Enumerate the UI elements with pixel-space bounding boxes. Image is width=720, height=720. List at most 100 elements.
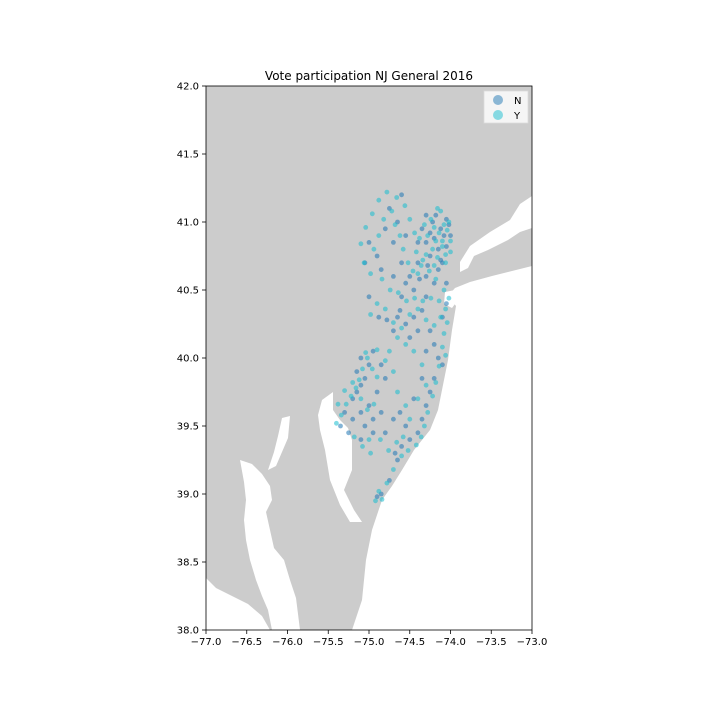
point-y-65	[360, 366, 365, 372]
point-y-8	[425, 233, 431, 239]
point-y-91	[368, 312, 373, 317]
point-y-41	[430, 393, 435, 399]
point-n-62	[382, 376, 388, 381]
point-y-32	[428, 295, 434, 301]
point-n-8	[419, 226, 425, 232]
point-y-5	[443, 252, 448, 257]
point-y-6	[435, 255, 440, 260]
point-n-20	[399, 192, 404, 198]
point-y-34	[443, 306, 448, 312]
point-n-99	[419, 376, 425, 381]
point-y-31	[420, 298, 426, 304]
point-y-85	[351, 434, 357, 440]
point-y-76	[365, 407, 370, 413]
point-n-77	[378, 267, 384, 272]
point-y-109	[394, 195, 400, 200]
point-n-88	[417, 276, 422, 282]
point-n-50	[358, 410, 364, 415]
point-y-2	[436, 230, 442, 236]
point-y-122	[431, 225, 437, 230]
point-n-83	[444, 280, 449, 286]
point-y-86	[368, 450, 373, 456]
point-n-82	[423, 348, 429, 354]
point-n-26	[411, 314, 417, 320]
x-tick-label: −73.0	[517, 637, 548, 648]
point-y-26	[379, 276, 385, 282]
point-n-79	[399, 294, 404, 300]
point-n-80	[407, 335, 413, 340]
point-y-62	[423, 382, 429, 388]
point-y-54	[403, 403, 409, 408]
point-y-87	[378, 437, 383, 442]
point-y-33	[436, 298, 442, 304]
point-y-72	[335, 401, 341, 407]
point-y-48	[391, 467, 396, 472]
point-y-10	[438, 208, 444, 214]
point-y-23	[371, 246, 377, 252]
y-tick-label: 38.5	[177, 558, 199, 569]
point-n-44	[374, 494, 380, 500]
plot-area	[205, 85, 533, 631]
point-n-98	[397, 410, 403, 415]
point-y-75	[358, 396, 364, 402]
point-y-64	[365, 355, 370, 361]
point-n-54	[350, 416, 356, 422]
point-n-41	[395, 457, 400, 463]
point-y-21	[381, 216, 387, 222]
point-n-53	[362, 423, 368, 429]
point-n-14	[391, 240, 396, 245]
point-y-20	[389, 208, 395, 214]
point-y-112	[369, 211, 375, 217]
point-y-73	[342, 388, 347, 393]
point-y-52	[376, 488, 382, 494]
point-y-82	[382, 358, 388, 364]
water-layer	[206, 196, 532, 630]
point-n-91	[376, 314, 382, 320]
point-y-111	[376, 197, 382, 203]
point-y-40	[433, 380, 439, 385]
point-y-103	[433, 276, 439, 282]
point-n-39	[407, 437, 413, 442]
point-n-4	[435, 246, 441, 252]
point-y-1	[441, 222, 447, 228]
point-y-80	[363, 350, 369, 355]
point-y-15	[410, 268, 416, 274]
point-n-1	[438, 226, 444, 232]
point-n-7	[433, 212, 439, 218]
point-n-15	[382, 226, 388, 232]
point-n-96	[391, 416, 396, 422]
point-n-11	[411, 287, 417, 293]
point-y-11	[422, 222, 427, 228]
point-n-3	[441, 233, 447, 239]
point-y-14	[418, 263, 424, 268]
point-y-44	[418, 434, 424, 440]
point-y-105	[420, 257, 426, 263]
point-y-99	[431, 323, 437, 328]
point-n-45	[366, 362, 372, 368]
point-y-39	[436, 363, 442, 369]
x-tick-label: −73.5	[476, 637, 507, 648]
point-n-95	[411, 396, 417, 402]
point-y-7	[430, 246, 435, 252]
point-y-0	[446, 219, 452, 225]
point-n-59	[370, 430, 376, 436]
x-tick-label: −74.5	[394, 637, 425, 648]
y-tick-label: 39.0	[177, 490, 199, 501]
point-y-78	[374, 374, 380, 380]
point-y-118	[443, 260, 448, 266]
point-y-67	[353, 385, 359, 391]
x-axis: −77.0 −76.5 −76.0 −75.5 −75.0 −74.5 −74.0 −73.5…	[191, 630, 548, 648]
point-y-108	[402, 203, 408, 209]
point-y-84	[360, 444, 365, 449]
point-n-9	[415, 260, 421, 266]
point-n-76	[391, 274, 396, 279]
y-tick-label: 39.5	[177, 422, 199, 433]
point-y-102	[441, 287, 447, 293]
potomac-river	[206, 578, 270, 630]
point-y-115	[435, 206, 440, 211]
legend-marker-y	[493, 110, 503, 120]
point-n-12	[403, 280, 409, 286]
point-y-17	[400, 246, 406, 252]
point-y-121	[440, 238, 445, 244]
legend-label-n: N	[514, 96, 521, 107]
